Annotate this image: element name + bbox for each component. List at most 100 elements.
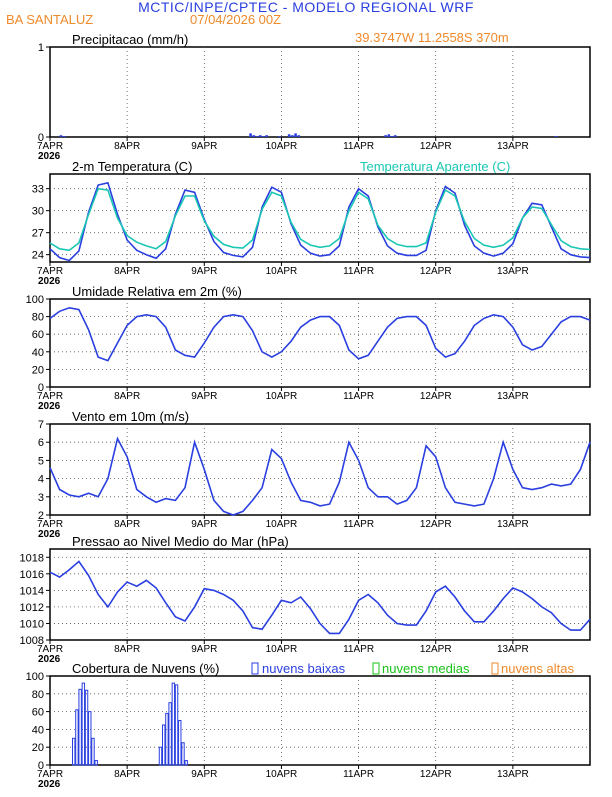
plot-frame: [49, 173, 591, 263]
plot-frame: [49, 46, 591, 138]
x-tick-label: 9APR: [191, 141, 217, 152]
precip-bar: [252, 135, 256, 137]
plot-frame: [49, 675, 591, 766]
precip-bar: [287, 134, 291, 137]
x-tick-label: 10APR: [266, 391, 298, 402]
run-label: 07/04/2026 00Z: [190, 12, 281, 27]
y-tick-label: 20: [32, 742, 44, 754]
x-tick-label: 7APR: [37, 644, 63, 655]
legend-mid: nuvens medias: [382, 661, 470, 676]
precip-bar: [384, 135, 387, 137]
x-tick-label: 8APR: [114, 141, 140, 152]
plot-frame: [49, 548, 591, 641]
y-tick-label: 27: [32, 228, 44, 240]
y-tick-label: 0: [38, 382, 44, 394]
x-tick-label: 9APR: [191, 644, 217, 655]
y-tick-label: 0: [38, 760, 44, 772]
legend-swatch-mid: [372, 662, 380, 675]
precip-bar: [294, 133, 297, 137]
legend-swatch-low: [251, 662, 259, 675]
x-tick-label: 10APR: [266, 644, 298, 655]
x-tick-label: 8APR: [114, 644, 140, 655]
y-tick-label: 30: [32, 206, 44, 218]
plot-frame: [49, 298, 591, 388]
y-tick-label: 80: [32, 312, 44, 324]
y-tick-label: 100: [26, 671, 44, 683]
cloud-bar-low: [94, 760, 98, 766]
year-label: 2026: [38, 654, 61, 665]
panel-title: Pressao ao Nivel Medio do Mar (hPa): [72, 534, 289, 549]
location-label: BA SANTALUZ: [6, 12, 93, 27]
legend-apparent-temp: Temperatura Aparente (C): [360, 159, 510, 174]
x-tick-label: 11APR: [343, 266, 374, 277]
x-tick-label: 12APR: [420, 266, 452, 277]
x-tick-label: 8APR: [114, 391, 140, 402]
x-tick-label: 13APR: [497, 266, 529, 277]
year-label: 2026: [38, 529, 61, 540]
cloud-bar-low: [84, 689, 89, 766]
x-tick-label: 9APR: [191, 266, 217, 277]
x-tick-label: 7APR: [37, 266, 63, 277]
series-line: [49, 436, 591, 516]
x-tick-label: 11APR: [343, 519, 374, 530]
x-tick-label: 7APR: [37, 141, 63, 152]
year-label: 2026: [38, 779, 61, 790]
x-tick-label: 7APR: [37, 391, 63, 402]
x-tick-label: 12APR: [420, 644, 452, 655]
x-tick-label: 13APR: [497, 391, 529, 402]
panel-pressure: Pressao ao Nivel Medio do Mar (hPa) 7APR 8…: [20, 534, 591, 665]
panel-title: 2-m Temperatura (C): [72, 159, 192, 174]
y-tick-label: 24: [32, 250, 44, 262]
panel-precipitation: Precipitacao (mm/h) 7APR 8APR 9APR 10APR 11AP…: [37, 32, 591, 162]
y-tick-label: 1012: [20, 602, 44, 614]
precip-bar: [291, 135, 294, 137]
coords-label: 39.3747W 11.2558S 370m: [355, 30, 509, 45]
panel-title: Cobertura de Nuvens (%): [72, 661, 219, 676]
x-tick-label: 11APR: [343, 769, 374, 780]
precip-bar: [255, 136, 259, 137]
x-tick-label: 13APR: [497, 141, 529, 152]
precip-bar: [249, 133, 252, 137]
y-tick-label: 6: [38, 437, 44, 449]
x-tick-label: 12APR: [420, 769, 452, 780]
y-tick-label: 20: [32, 364, 44, 376]
cloud-bar-low: [88, 711, 92, 766]
panel-cloud-cover: Cobertura de Nuvens (%) 7APR 8APR 9APR 10APR…: [26, 661, 591, 790]
precip-bar: [387, 134, 391, 137]
cloud-bar-low: [72, 737, 76, 766]
precip-bar: [278, 136, 281, 137]
cloud-bar-low: [165, 712, 169, 766]
x-tick-label: 7APR: [37, 519, 63, 530]
x-tick-label: 12APR: [420, 519, 452, 530]
x-tick-label: 9APR: [191, 769, 217, 780]
y-tick-label: 40: [32, 724, 44, 736]
series-line: [49, 560, 591, 635]
cloud-bar-low: [174, 684, 179, 766]
cloud-bar-low: [81, 682, 86, 766]
panel-title: Vento em 10m (m/s): [72, 409, 189, 424]
panel-title: Umidade Relativa em 2m (%): [72, 284, 242, 299]
legend-swatch-high: [491, 662, 499, 675]
panel-relative-humidity: Umidade Relativa em 2m (%) 7APR 8APR 9APR 10…: [26, 284, 591, 412]
precip-bar: [262, 136, 265, 137]
cloud-bar-low: [78, 688, 82, 766]
y-tick-label: 5: [38, 455, 44, 467]
x-tick-label: 7APR: [37, 769, 63, 780]
cloud-bar-low: [181, 742, 185, 766]
series-line: [49, 181, 591, 262]
x-tick-label: 12APR: [420, 141, 452, 152]
precip-bar: [59, 135, 63, 137]
precip-bar: [265, 135, 268, 137]
year-label: 2026: [38, 276, 61, 287]
apparent-temp-line: [49, 187, 591, 252]
y-tick-label: 1010: [20, 618, 44, 630]
y-tick-label: 33: [32, 184, 44, 196]
y-tick-label: 7: [38, 419, 44, 431]
legend-low: nuvens baixas: [262, 661, 346, 676]
y-tick-label: 1018: [20, 552, 44, 564]
x-tick-label: 11APR: [343, 141, 374, 152]
y-tick-label: 80: [32, 689, 44, 701]
x-tick-label: 9APR: [191, 519, 217, 530]
x-tick-label: 13APR: [497, 519, 529, 530]
